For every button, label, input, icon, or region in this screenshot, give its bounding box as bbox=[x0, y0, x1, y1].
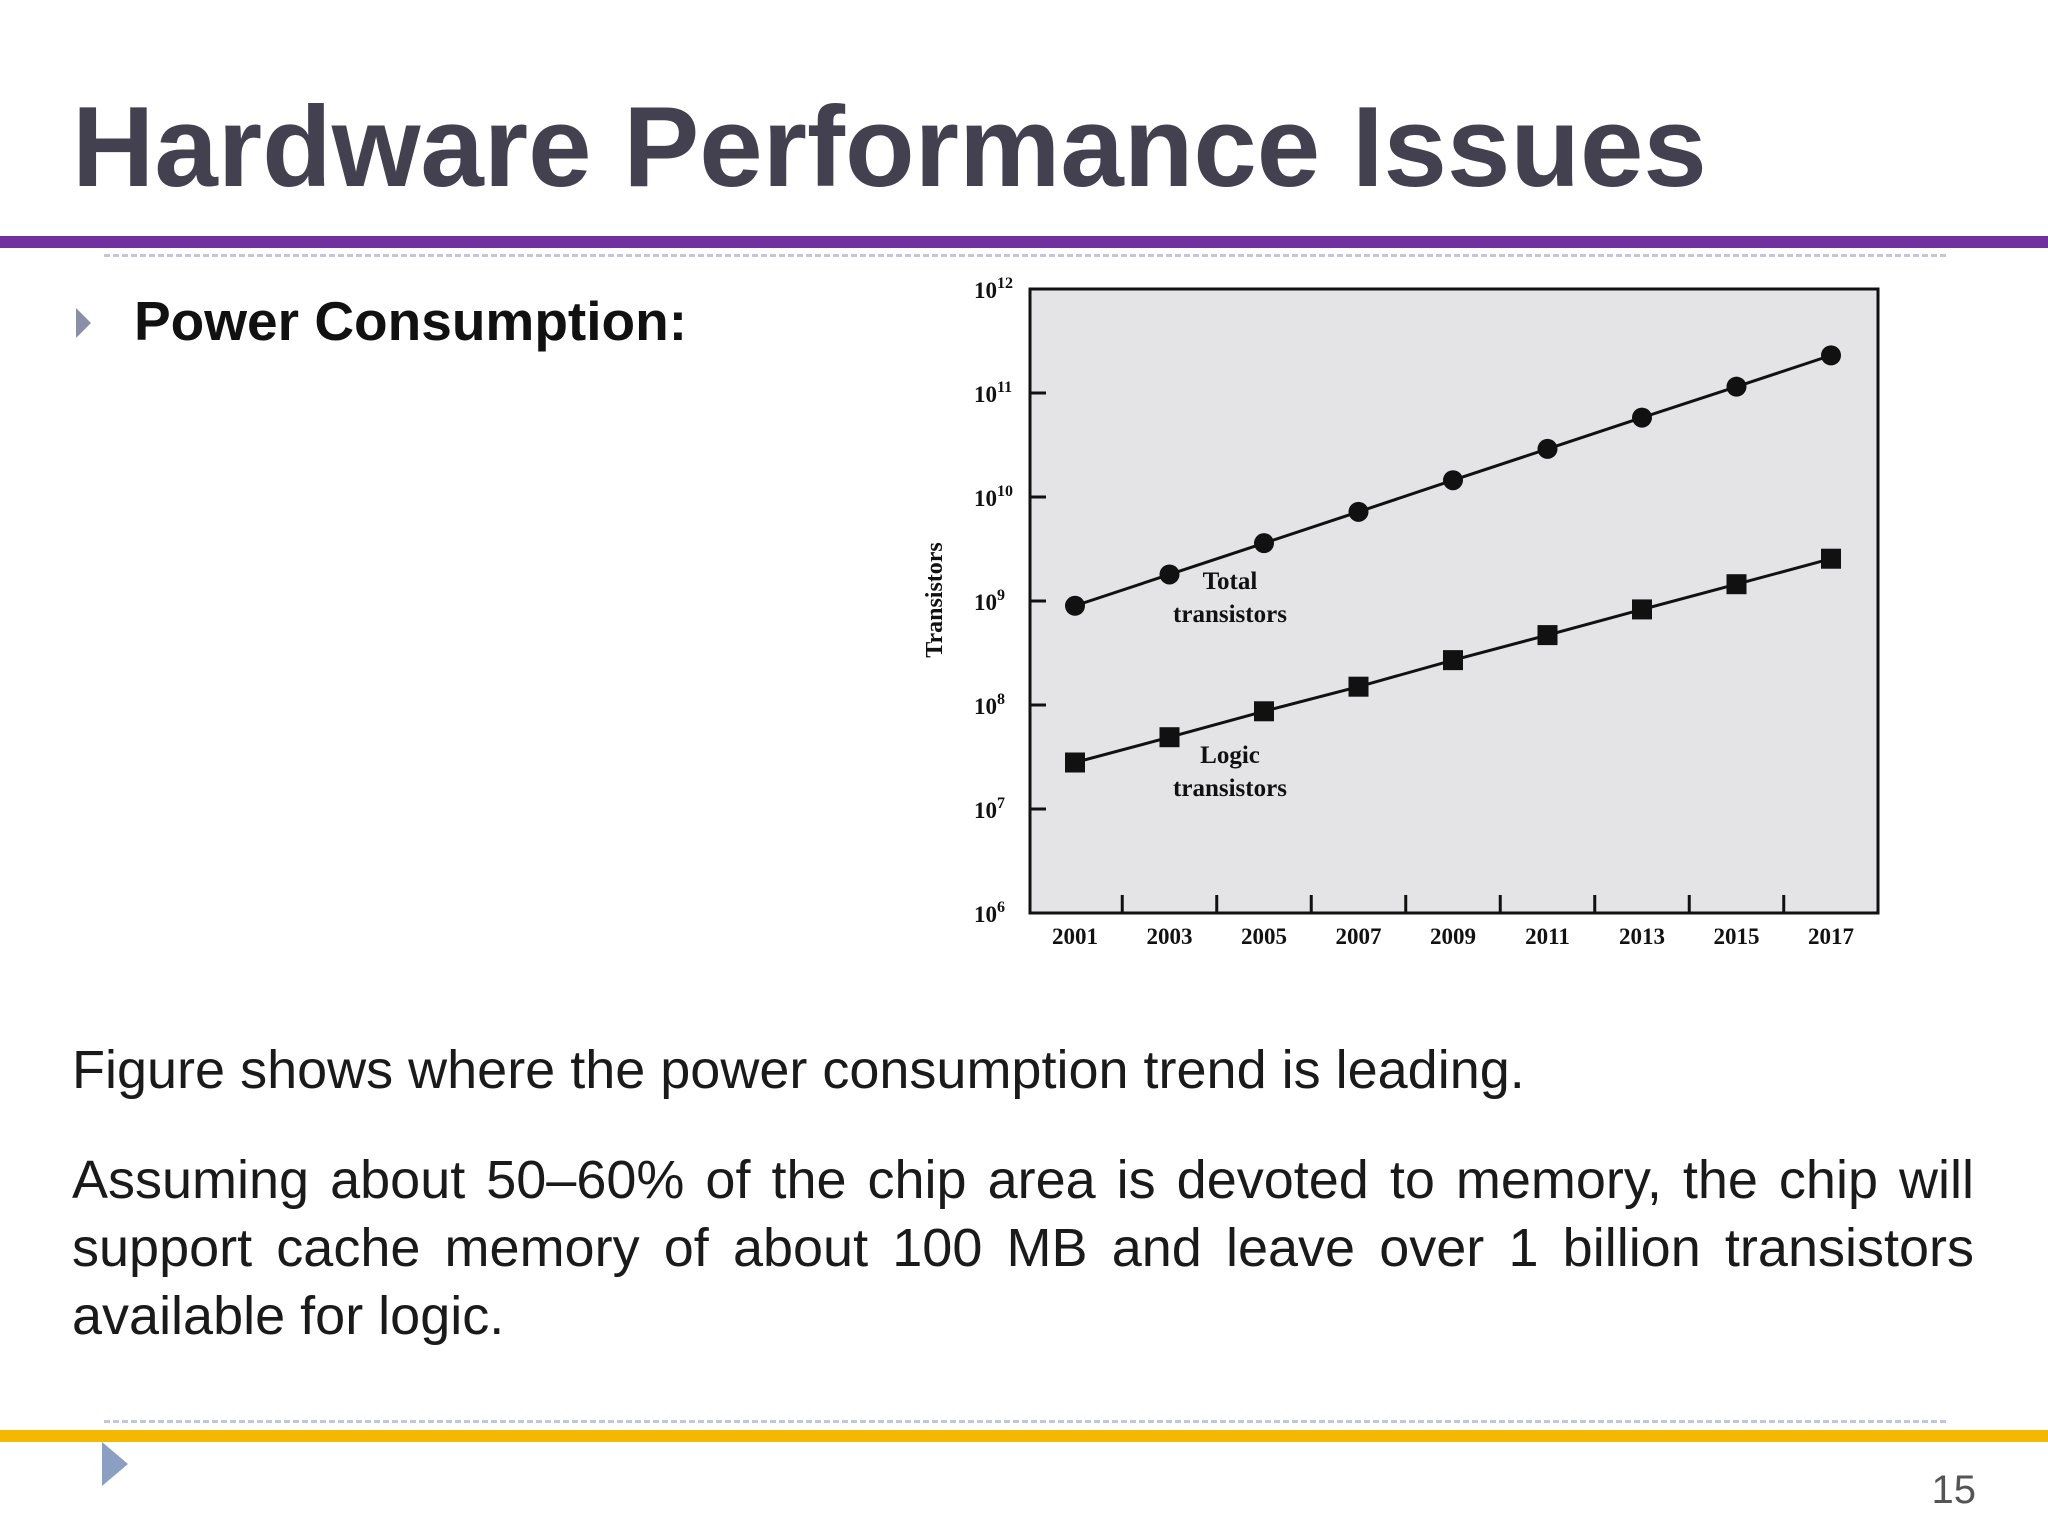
transistor-chart: Transistors 1012 1011 1010 109 108 107 106 2001… bbox=[922, 275, 1880, 949]
data-point-square bbox=[1726, 574, 1747, 595]
series-label: Total bbox=[1203, 568, 1258, 595]
data-point-circle bbox=[1443, 470, 1463, 491]
footer-arrow-icon bbox=[102, 1442, 128, 1486]
dashed-divider-top bbox=[104, 254, 1946, 257]
series-label: transistors bbox=[1173, 601, 1287, 628]
y-axis-title: Transistors bbox=[922, 542, 948, 658]
data-point-square bbox=[1159, 727, 1180, 748]
y-tick-label: 107 bbox=[974, 795, 1005, 823]
paragraph-memory: Assuming about 50–60% of the chip area i… bbox=[72, 1150, 1974, 1346]
x-tick-label: 2011 bbox=[1525, 924, 1570, 949]
y-tick-label: 1010 bbox=[974, 483, 1013, 511]
bullet-power-consumption: Power Consumption: bbox=[134, 290, 688, 352]
data-point-square bbox=[1443, 650, 1463, 671]
y-tick-label: 1011 bbox=[974, 379, 1012, 407]
dashed-divider-bottom bbox=[104, 1420, 1946, 1423]
data-point-circle bbox=[1537, 438, 1558, 459]
page-number: 15 bbox=[1931, 1468, 1977, 1512]
data-point-square bbox=[1821, 548, 1841, 569]
x-tick-label: 2005 bbox=[1241, 924, 1287, 949]
series-label: transistors bbox=[1173, 775, 1287, 802]
x-tick-label: 2017 bbox=[1808, 924, 1854, 949]
x-tick-label: 2003 bbox=[1147, 924, 1193, 949]
paragraph-trend: Figure shows where the power consumption… bbox=[72, 1040, 1525, 1100]
x-tick-label: 2007 bbox=[1336, 924, 1382, 949]
data-point-circle bbox=[1159, 564, 1180, 585]
x-tick-label: 2009 bbox=[1430, 924, 1476, 949]
data-point-square bbox=[1254, 701, 1274, 722]
y-tick-label: 108 bbox=[974, 691, 1005, 719]
data-point-square bbox=[1632, 599, 1652, 620]
data-point-circle bbox=[1821, 345, 1841, 366]
bullet-arrow-icon bbox=[76, 308, 91, 338]
data-point-circle bbox=[1726, 376, 1747, 397]
footer-rule bbox=[0, 1430, 2048, 1442]
data-point-circle bbox=[1065, 595, 1085, 616]
data-point-square bbox=[1537, 625, 1558, 646]
y-tick-label: 106 bbox=[974, 899, 1005, 927]
title-underline bbox=[0, 236, 2048, 248]
x-tick-label: 2013 bbox=[1619, 924, 1665, 949]
data-point-circle bbox=[1632, 407, 1652, 428]
data-point-circle bbox=[1254, 533, 1274, 554]
slide-title: Hardware Performance Issues bbox=[72, 84, 1707, 211]
y-tick-label: 1012 bbox=[974, 275, 1013, 303]
x-tick-label: 2001 bbox=[1052, 924, 1098, 949]
data-point-square bbox=[1348, 676, 1369, 697]
y-tick-label: 109 bbox=[974, 587, 1005, 615]
data-point-square bbox=[1065, 752, 1085, 773]
x-tick-label: 2015 bbox=[1714, 924, 1760, 949]
data-point-circle bbox=[1348, 501, 1369, 522]
series-label: Logic bbox=[1200, 742, 1260, 769]
